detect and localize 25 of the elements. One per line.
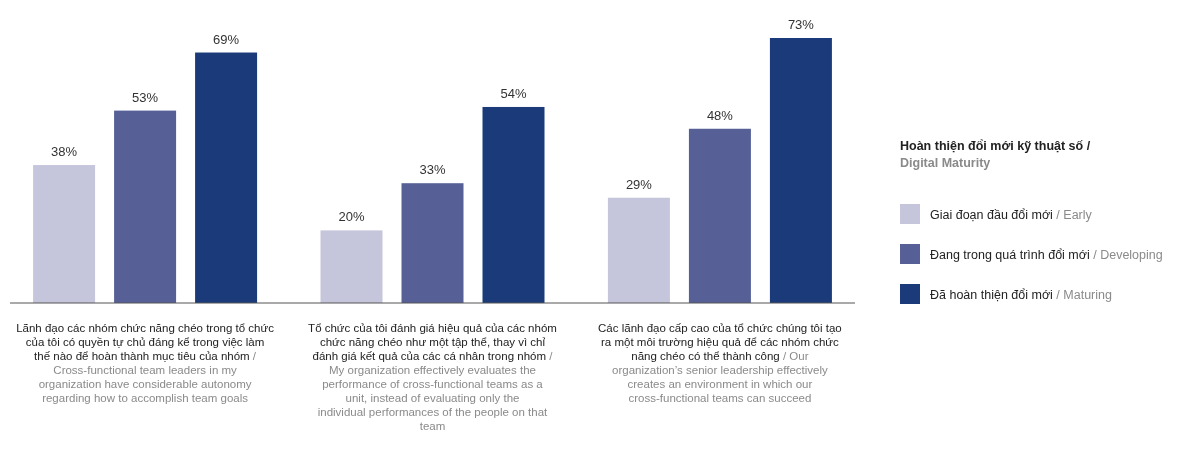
bar [688,128,751,303]
legend-label: Đã hoàn thiện đổi mới / Maturing [930,288,1112,302]
category-label: Tổ chức của tôi đánh giá hiệu quả của các nhóm chức năng chéo như một tập thể, thay vì chỉ đánh giá kết quả của các cá nhân trong nhóm / My organization effectively evaluates the performance of cross-functional teams as a unit, instead of evaluating only the individual performances of the people on that team [308,322,557,432]
bar [195,52,258,303]
data-label: 48% [706,107,734,123]
data-label: 33% [419,162,446,178]
data-label: 38% [51,144,78,160]
bar [482,106,545,303]
data-label: 53% [132,89,159,105]
category-label: Các lãnh đạo cấp cao của tổ chức chúng tôi tạo ra một môi trường hiệu quả để các nhóm chức năng chéo có thể thành công / Our organization’s senior leadership effectively creates an environment in which our cross-functional teams can succeed [598,322,842,404]
legend-label: Giai đoạn đầu đổi mới / Early [930,208,1093,222]
legend-title: Hoàn thiện đổi mới kỹ thuật số / Digital Maturity [900,139,1091,170]
data-label: 69% [213,31,240,47]
bar [401,183,464,303]
bar [114,110,177,303]
data-label: 54% [500,85,527,101]
category-label: Lãnh đạo các nhóm chức năng chéo trong tổ chức của tôi có quyền tự chủ đáng kể trong việc làm thế nào để hoàn thành mục tiêu của nhóm / Cross-functional team leaders in my organization have considerable autonomy regarding how to accomplish team goals [16,322,274,404]
data-label: 29% [625,176,653,192]
bar [607,197,670,303]
data-label: 73% [787,17,815,32]
legend-label: Đang trong quá trình đổi mới / Developing [930,248,1163,262]
bar [33,165,96,303]
bar [320,230,383,303]
data-label: 20% [338,209,365,225]
bar [769,38,832,303]
